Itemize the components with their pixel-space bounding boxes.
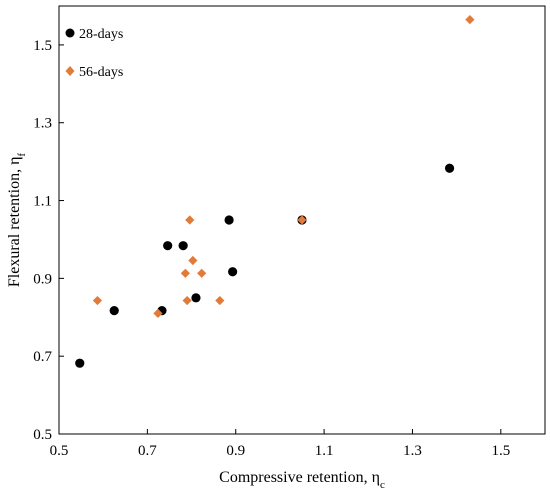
point-28-days [163, 241, 173, 251]
x-tick-label: 0.7 [138, 443, 157, 459]
legend: 28-days 56-days [65, 27, 123, 80]
point-28-days [228, 267, 238, 277]
legend-label-56-days: 56-days [79, 65, 123, 80]
point-56-days [180, 268, 190, 278]
point-56-days [215, 295, 225, 306]
legend-marker-56-days [65, 66, 75, 76]
point-56-days [153, 308, 163, 318]
y-tick-label: 1.3 [33, 116, 52, 132]
x-tick-label: 1.5 [491, 443, 510, 459]
x-tick-label: 1.1 [315, 443, 334, 459]
point-56-days [188, 255, 198, 266]
y-tick-label: 0.5 [33, 427, 52, 443]
point-56-days [297, 215, 307, 225]
point-56-days [197, 268, 207, 278]
x-tick-label: 0.5 [50, 443, 69, 459]
point-28-days [444, 163, 455, 173]
legend-marker-28-days [65, 28, 75, 38]
x-axis-ticks: 0.5 0.7 0.9 1.1 1.3 1.5 [50, 429, 510, 459]
y-tick-label: 0.7 [33, 349, 52, 365]
point-56-days [185, 215, 195, 225]
x-tick-label: 0.9 [226, 443, 245, 459]
point-28-days [109, 306, 119, 316]
point-56-days [92, 295, 103, 306]
data-points [75, 15, 475, 368]
y-tick-label: 1.5 [33, 38, 52, 54]
legend-label-28-days: 28-days [79, 27, 123, 42]
point-56-days [182, 295, 192, 306]
y-tick-label: 0.9 [33, 271, 52, 287]
y-axis-title: Flexural retention, ηf [6, 153, 28, 288]
point-56-days [465, 15, 475, 25]
point-28-days [224, 215, 234, 225]
plot-area-frame [58, 5, 546, 435]
point-28-days [178, 241, 188, 251]
point-28-days [191, 293, 201, 303]
y-tick-label: 1.1 [33, 194, 52, 210]
y-axis-ticks: 0.5 0.7 0.9 1.1 1.3 1.5 [33, 38, 64, 443]
x-axis-title: Compressive retention, ηc [219, 469, 385, 491]
point-28-days [75, 358, 85, 368]
x-tick-label: 1.3 [403, 443, 422, 459]
